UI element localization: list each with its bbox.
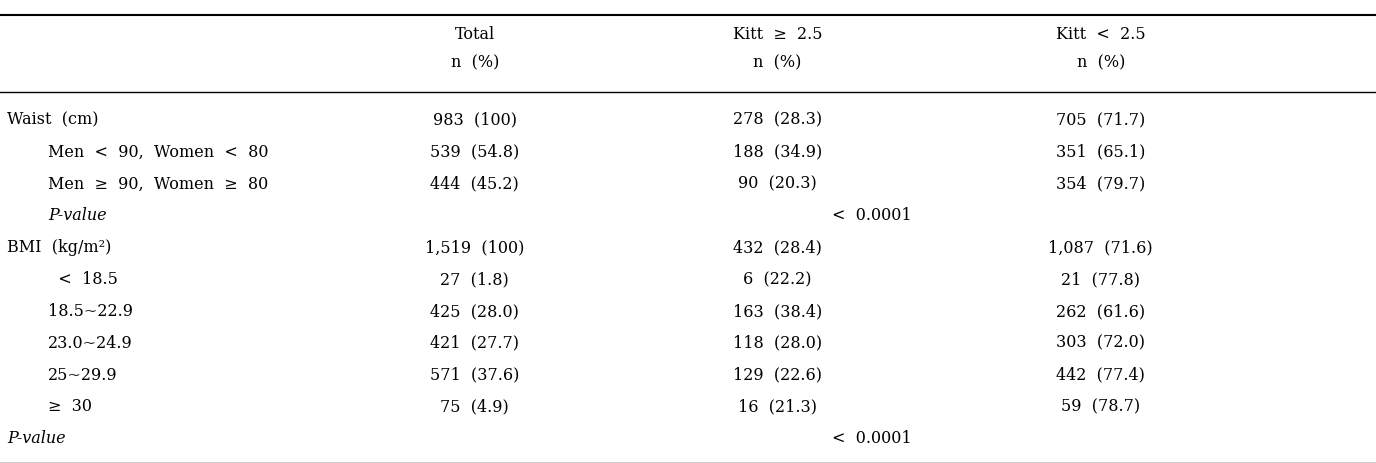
Text: 163  (38.4): 163 (38.4) [733,302,821,319]
Text: 23.0~24.9: 23.0~24.9 [48,334,133,351]
Text: 27  (1.8): 27 (1.8) [440,270,509,288]
Text: 351  (65.1): 351 (65.1) [1057,144,1145,160]
Text: P-value: P-value [7,429,66,446]
Text: 705  (71.7): 705 (71.7) [1057,112,1145,129]
Text: n  (%): n (%) [1076,54,1126,71]
Text: Men  ≥  90,  Women  ≥  80: Men ≥ 90, Women ≥ 80 [48,175,268,192]
Text: 539  (54.8): 539 (54.8) [431,144,519,160]
Text: 354  (79.7): 354 (79.7) [1057,175,1145,192]
Text: 278  (28.3): 278 (28.3) [733,112,821,129]
Text: 90  (20.3): 90 (20.3) [738,175,817,192]
Text: 188  (34.9): 188 (34.9) [733,144,821,160]
Text: Waist  (cm): Waist (cm) [7,112,98,129]
Text: 425  (28.0): 425 (28.0) [431,302,519,319]
Text: 59  (78.7): 59 (78.7) [1061,398,1141,414]
Text: BMI  (kg/m²): BMI (kg/m²) [7,239,111,256]
Text: 444  (45.2): 444 (45.2) [431,175,519,192]
Text: 262  (61.6): 262 (61.6) [1057,302,1145,319]
Text: Total: Total [454,26,495,43]
Text: 25~29.9: 25~29.9 [48,366,118,383]
Text: Men  <  90,  Women  <  80: Men < 90, Women < 80 [48,144,268,160]
Text: 6  (22.2): 6 (22.2) [743,270,812,288]
Text: Kitt  <  2.5: Kitt < 2.5 [1055,26,1146,43]
Text: 571  (37.6): 571 (37.6) [431,366,519,383]
Text: 442  (77.4): 442 (77.4) [1057,366,1145,383]
Text: 983  (100): 983 (100) [432,112,517,129]
Text: 432  (28.4): 432 (28.4) [733,239,821,256]
Text: 75  (4.9): 75 (4.9) [440,398,509,414]
Text: 21  (77.8): 21 (77.8) [1061,270,1141,288]
Text: n  (%): n (%) [450,54,499,71]
Text: 1,519  (100): 1,519 (100) [425,239,524,256]
Text: ≥  30: ≥ 30 [48,398,92,414]
Text: <  0.0001: < 0.0001 [832,207,912,224]
Text: 118  (28.0): 118 (28.0) [733,334,821,351]
Text: 18.5~22.9: 18.5~22.9 [48,302,133,319]
Text: 303  (72.0): 303 (72.0) [1057,334,1145,351]
Text: 1,087  (71.6): 1,087 (71.6) [1049,239,1153,256]
Text: 129  (22.6): 129 (22.6) [733,366,821,383]
Text: Kitt  ≥  2.5: Kitt ≥ 2.5 [732,26,823,43]
Text: <  18.5: < 18.5 [48,270,118,288]
Text: P-value: P-value [48,207,107,224]
Text: 16  (21.3): 16 (21.3) [738,398,817,414]
Text: 421  (27.7): 421 (27.7) [431,334,519,351]
Text: <  0.0001: < 0.0001 [832,429,912,446]
Text: n  (%): n (%) [753,54,802,71]
